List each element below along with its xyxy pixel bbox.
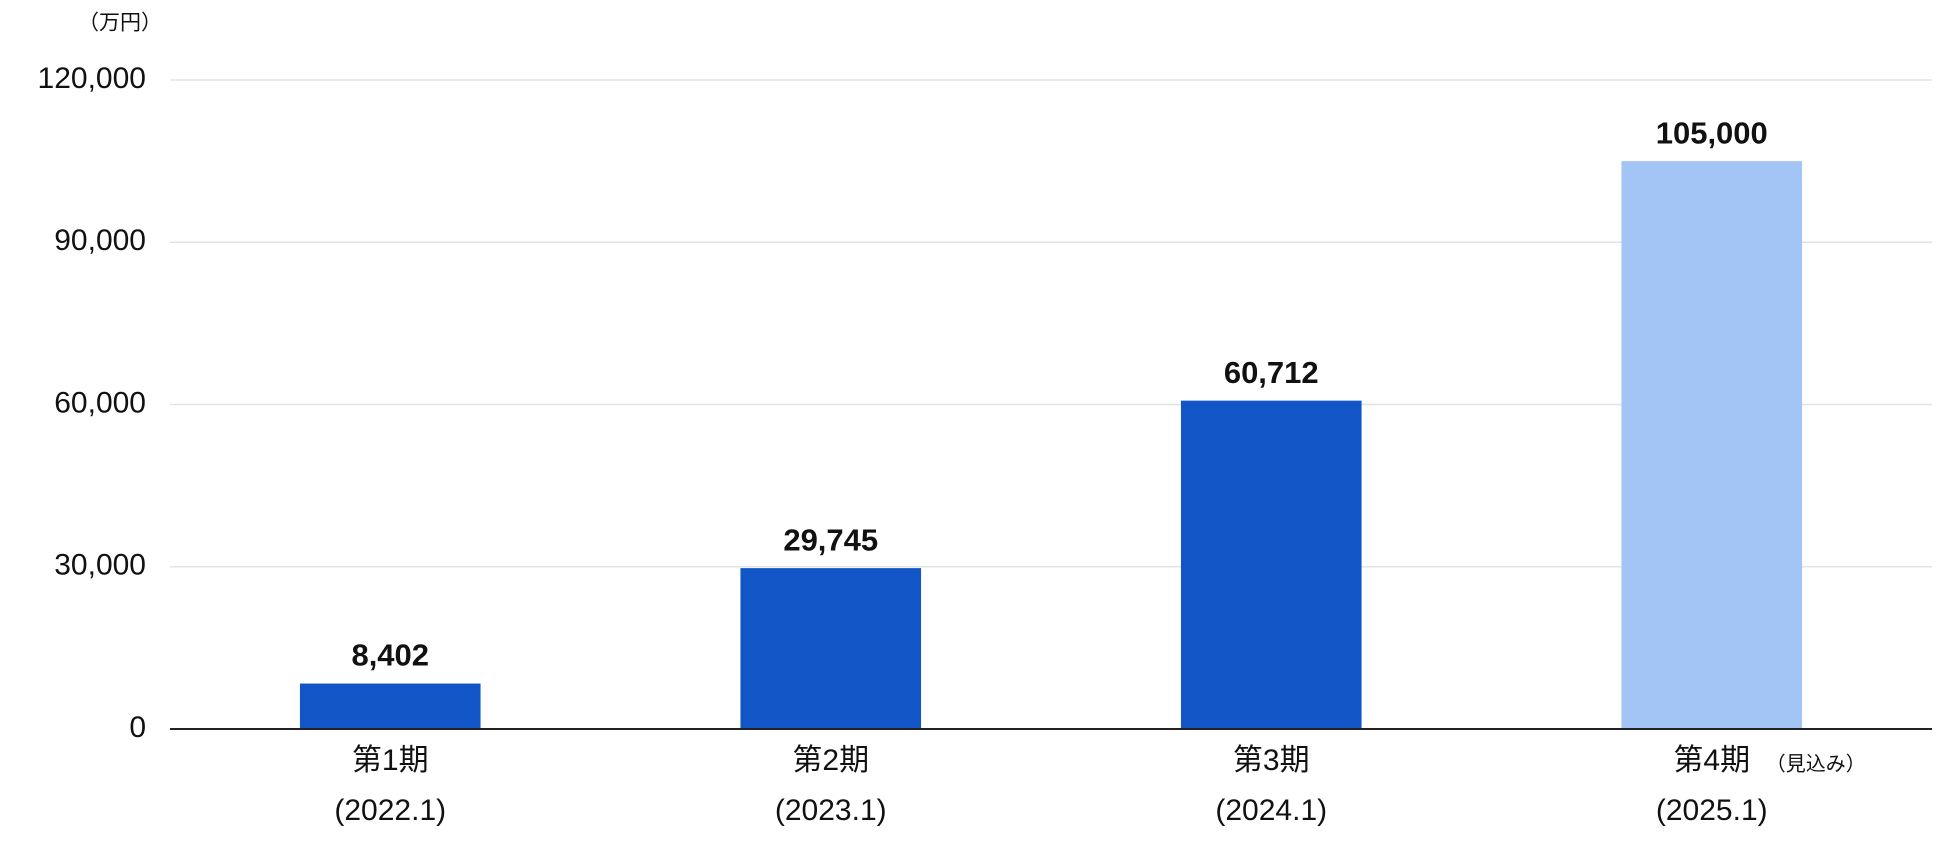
x-tick-label: (2024.1) — [1215, 794, 1327, 827]
value-label: 105,000 — [1656, 115, 1768, 150]
y-tick-label: 30,000 — [54, 549, 146, 582]
value-label: 60,712 — [1224, 355, 1319, 390]
x-tick-label: 第4期 — [1673, 744, 1750, 777]
value-label: 29,745 — [783, 522, 878, 557]
x-tick-label: (2023.1) — [775, 794, 887, 827]
unit-label: （万円） — [78, 12, 162, 35]
x-tick-label: 第2期 — [792, 744, 869, 777]
value-label: 8,402 — [351, 638, 429, 673]
bar — [1180, 400, 1362, 729]
x-tick-label: (2025.1) — [1656, 794, 1768, 827]
y-tick-label: 90,000 — [54, 224, 146, 257]
y-tick-label: 60,000 — [54, 386, 146, 419]
bar — [740, 568, 922, 729]
x-tick-label: (2022.1) — [334, 794, 446, 827]
x-tick-label: 第1期 — [352, 744, 429, 777]
y-tick-label: 120,000 — [38, 62, 146, 95]
annotation: （見込み） — [1766, 752, 1866, 775]
bar — [299, 683, 481, 729]
x-tick-label: 第3期 — [1233, 744, 1310, 777]
y-tick-label: 0 — [129, 711, 146, 744]
bar — [1621, 161, 1803, 729]
